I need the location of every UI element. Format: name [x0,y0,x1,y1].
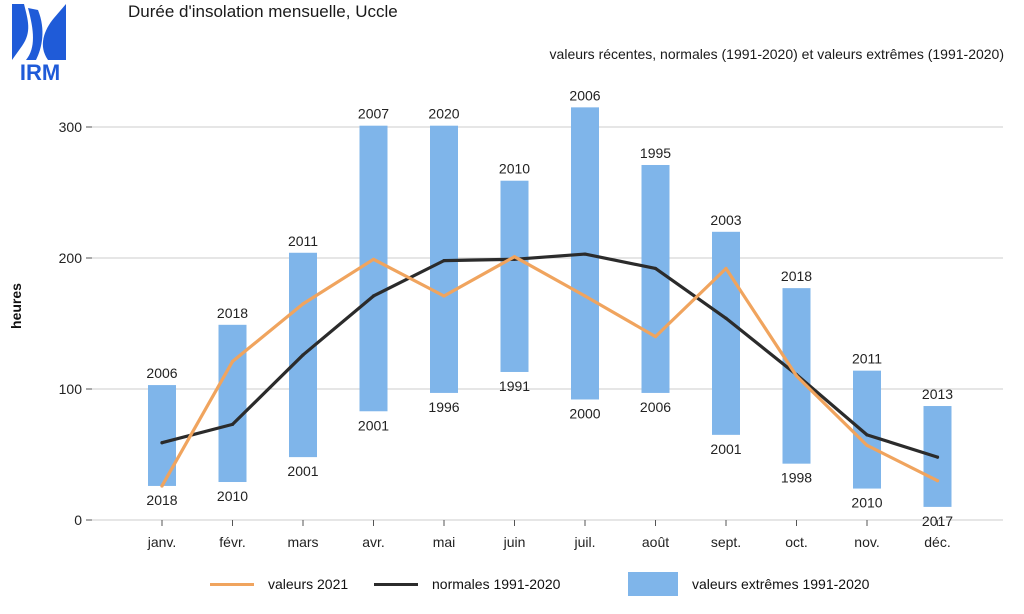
min-year-label-7: 2006 [640,399,671,415]
y-tick-label-200: 200 [59,250,83,266]
legend-swatch-normal [374,582,418,586]
min-year-label-4: 1996 [428,399,459,415]
line-layer [160,252,940,488]
normal-line-point-0 [160,441,164,445]
legend-label-extremes: valeurs extrêmes 1991-2020 [692,576,870,592]
legend-label-recent: valeurs 2021 [268,576,349,592]
legend-item-normal: normales 1991-2020 [374,576,560,592]
normal-line-point-10 [865,433,869,437]
normal-line-point-2 [301,353,305,357]
extreme-bar-3 [359,125,388,412]
extreme-bar-8 [712,231,740,435]
max-year-label-6: 2006 [569,87,600,103]
max-year-label-3: 2007 [358,106,389,122]
legend-swatch-extremes [628,572,678,596]
recent-line-point-3 [371,257,376,261]
legend: valeurs 2021 normales 1991-2020 valeurs … [0,566,1024,606]
irm-logo: IRM [12,4,66,82]
bar-layer [148,107,952,507]
extreme-bar-1 [218,324,247,483]
x-tick-label-4: mai [433,534,456,550]
recent-line-point-2 [301,302,305,306]
max-year-label-2: 2011 [288,233,318,249]
y-axis-title: heures [8,283,24,329]
x-tick-label-6: juil. [573,534,595,550]
legend-swatch-recent [210,582,254,586]
normal-line [160,252,940,459]
x-tick-label-2: mars [287,534,318,550]
x-tick-label-9: oct. [785,534,808,550]
min-year-label-9: 1998 [781,470,812,486]
max-year-label-7: 1995 [640,145,671,161]
max-year-label-8: 2003 [710,212,741,228]
chart-subtitle: valeurs récentes, normales (1991-2020) e… [549,46,1004,62]
min-year-label-3: 2001 [358,417,389,433]
normal-line-point-7 [653,266,658,271]
y-tick-label-300: 300 [59,119,83,135]
max-year-label-9: 2018 [781,268,812,284]
legend-item-recent: valeurs 2021 [210,576,348,592]
recent-line-point-5 [512,255,517,259]
normal-line-point-4 [442,259,446,263]
min-year-label-5: 1991 [499,378,530,394]
recent-line-point-7 [653,335,658,339]
min-year-label-6: 2000 [569,405,600,421]
normal-line-point-1 [230,422,235,426]
x-tick-label-11: déc. [924,534,950,550]
max-year-label-4: 2020 [428,106,459,122]
x-tick-label-8: sept. [711,534,741,550]
recent-line-point-6 [583,294,587,298]
min-year-label-2: 2001 [287,463,318,479]
extreme-bar-5 [500,180,529,372]
recent-line-point-10 [865,443,869,447]
normal-line-point-8 [724,316,728,320]
recent-line-point-0 [160,484,164,488]
label-layer: 2006 2018 2018 2010 2011 2001 2007 2001 2020 1996… [146,87,953,529]
logo-mark-middle [26,8,43,60]
recent-line-point-8 [724,266,728,271]
min-year-label-0: 2018 [146,492,177,508]
recent-line [160,255,940,488]
recent-line-point-1 [230,359,235,364]
min-year-label-10: 2010 [851,495,882,511]
normal-line-point-6 [583,252,587,256]
recent-line-point-4 [442,294,446,298]
max-year-label-11: 2013 [922,386,953,402]
x-tick-label-0: janv. [147,534,177,550]
min-year-label-1: 2010 [217,488,248,504]
max-year-label-10: 2011 [852,351,882,367]
max-year-label-0: 2006 [146,365,177,381]
min-year-label-11: 2017 [922,513,953,529]
recent-line-point-9 [794,374,799,378]
normal-line-point-11 [935,455,940,459]
logo-mark-right [42,4,66,60]
recent-line-point-11 [935,479,940,483]
legend-item-extremes: valeurs extrêmes 1991-2020 [628,572,869,596]
extreme-bar-7 [641,164,670,393]
chart-title: Durée d'insolation mensuelle, Uccle [128,2,398,21]
logo-text: IRM [20,60,60,82]
max-year-label-5: 2010 [499,161,530,177]
normal-line-point-3 [371,294,376,298]
x-tick-label-10: nov. [854,534,879,550]
y-tick-label-100: 100 [59,381,83,397]
extreme-bar-10 [853,370,881,489]
y-tick-label-0: 0 [74,512,82,528]
x-tick-label-3: avr. [362,534,385,550]
min-year-label-8: 2001 [710,441,741,457]
sunshine-chart: 0 100 200 300 janv. févr. mars avr. mai juin juil.… [8,87,1003,550]
x-tick-label-7: août [642,534,669,550]
logo-mark-left [12,4,29,60]
x-tick-label-5: juin [503,534,526,550]
x-tick-label-1: févr. [219,534,245,550]
legend-label-normal: normales 1991-2020 [432,576,561,592]
max-year-label-1: 2018 [217,305,248,321]
